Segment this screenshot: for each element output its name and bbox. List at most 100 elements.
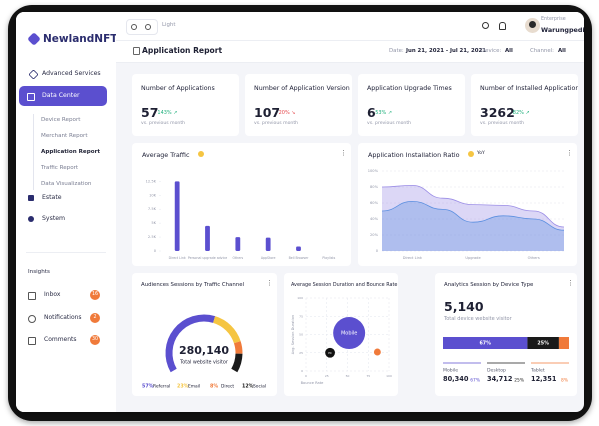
stat-note: vs. previous month <box>254 121 299 126</box>
y-tick-label: 0 <box>301 369 303 373</box>
section-title: Insights <box>28 269 50 275</box>
gauge-segment <box>231 353 243 373</box>
stat-value: 3262 <box>480 105 515 120</box>
info-icon <box>198 151 204 157</box>
nav-item[interactable]: Comments <box>44 336 77 343</box>
sub-item[interactable]: Device Report <box>41 117 81 123</box>
stat-title: Number of Application Version <box>254 85 350 92</box>
menu-icon[interactable]: ⋮ <box>340 149 347 157</box>
device-share: 67% <box>470 378 480 384</box>
user-name[interactable]: Warungpedia <box>541 26 584 34</box>
card-title: Application Installation Ratio <box>368 151 460 159</box>
bubble-label: Mobile <box>341 331 357 337</box>
search-icon[interactable] <box>482 22 489 29</box>
nav-icon <box>28 69 39 80</box>
legend-label: Social <box>253 384 266 390</box>
info-icon <box>468 151 474 157</box>
stat-card: Number of Application Version 107 20% ↘ vs.… <box>245 74 352 136</box>
channel-filter[interactable]: All <box>558 48 566 54</box>
stat-title: Number of Installed Application <box>480 85 578 92</box>
y-tick-label: 100% <box>368 169 379 173</box>
avatar[interactable] <box>525 18 540 33</box>
card-title: Analytics Session by Device Type <box>444 282 534 288</box>
total-label: Total device website visitor <box>444 316 512 322</box>
nav-item[interactable]: Inbox <box>44 291 61 298</box>
device-filter[interactable]: All <box>505 48 513 54</box>
menu-icon[interactable]: ⋮ <box>566 149 573 157</box>
legend-value: 12% <box>242 384 254 390</box>
sub-item[interactable]: Merchant Report <box>41 133 88 139</box>
x-tick-label: Personal upgrade advice <box>188 256 227 260</box>
bar-segment <box>443 337 528 349</box>
legend-label: Email <box>188 384 200 390</box>
y-tick-label: 50 <box>299 333 303 337</box>
bubble-chart: 0 25 50 75 100 0 25 50 75 100 Bounce Rate Avg. Sess… <box>291 296 392 385</box>
sub-item[interactable]: Traffic Report <box>41 165 79 171</box>
nav-item[interactable]: Estate <box>42 194 62 201</box>
area-chart: 0 20% 40% 60% 80% 100% Direct Link Upgrade Other… <box>368 169 565 260</box>
sub-item[interactable]: Application Report <box>41 149 101 155</box>
x-tick-label: Upgrade <box>465 256 481 260</box>
stat-card: Number of Applications 57 143% ↗ vs. previo… <box>132 74 239 136</box>
bar-segment <box>558 337 569 349</box>
legend-value: 23% <box>177 384 189 390</box>
segment-label: 25% <box>537 341 549 347</box>
menu-icon[interactable]: ⋮ <box>567 279 574 287</box>
stat-card: Application Upgrade Times 6 53% ↗ vs. previ… <box>358 74 465 136</box>
y-tick-label: 0 <box>154 249 157 253</box>
search[interactable]: Light <box>162 22 176 28</box>
x-tick-label: 75 <box>366 374 370 378</box>
nav-item[interactable]: Advanced Services <box>42 70 101 77</box>
x-tick-label: AppStore <box>261 256 276 260</box>
bubble <box>373 348 381 356</box>
bubble <box>333 317 366 350</box>
y-tick-label: 75 <box>299 314 303 318</box>
ratio-card: Application Installation Ratio YoY ⋮ 0 20… <box>358 143 577 266</box>
menu-icon[interactable]: ⋮ <box>266 279 273 287</box>
device-count: 80,340 <box>443 375 469 383</box>
x-tick-label: Direct Link <box>403 256 423 260</box>
y-tick-label: 0 <box>376 249 379 253</box>
logo-icon <box>27 32 41 46</box>
device-share: 8% <box>561 378 568 384</box>
device-count: 12,351 <box>531 375 557 383</box>
user-role: Enterprise <box>541 17 566 22</box>
x-tick-label: Direct Link <box>169 256 186 260</box>
bell-icon[interactable] <box>499 22 506 30</box>
badge: YoY <box>477 151 485 156</box>
logo: NewlandNFT <box>43 33 118 45</box>
x-tick-label: Others <box>528 256 540 260</box>
stat-change: 53% ↗ <box>375 110 393 116</box>
x-tick-label: 50 <box>346 374 350 378</box>
legend-value: 57% <box>142 384 154 390</box>
gauge-chart: 280,140 Total website visitor 57% Referral 2… <box>142 314 266 390</box>
legend-value: 8% <box>210 384 218 390</box>
date-filter[interactable]: Jun 21, 2021 - Jul 21, 2021 <box>406 48 486 54</box>
y-axis-label: Avg. Session Duration <box>291 315 295 354</box>
sessions-card: Average Session Duration and Bounce Rate… <box>284 273 398 396</box>
bar <box>296 246 301 251</box>
bar-chart: 0 2.5K 5K 7.5K 10K 12.5K Direct Link Personal u… <box>146 179 336 260</box>
sub-item[interactable]: Data Visualization <box>41 181 92 187</box>
stat-title: Application Upgrade Times <box>367 85 452 92</box>
stat-value: 6 <box>367 105 376 120</box>
device-share: 25% <box>514 378 524 384</box>
y-tick-label: 2.5K <box>148 235 157 239</box>
nav-item[interactable]: Data Center <box>42 92 80 99</box>
card-title: Audiences Sessions by Traffic Channel <box>141 282 245 288</box>
stat-change: 143% ↗ <box>157 110 178 116</box>
nav-item[interactable]: System <box>42 215 66 222</box>
bar <box>205 225 210 251</box>
total-label: Total website visitor <box>179 360 228 366</box>
nav-active[interactable] <box>19 86 107 106</box>
icon <box>133 47 140 55</box>
y-tick-label: 40% <box>370 217 379 221</box>
traffic-card: Average Traffic ⋮ 0 2.5K 5K 7.5K 10K 12.5K Dir… <box>132 143 351 266</box>
stat-title: Number of Applications <box>141 85 215 92</box>
y-tick-label: 7.5K <box>148 207 157 211</box>
toggle[interactable] <box>126 19 158 35</box>
stat-value: 107 <box>254 105 281 120</box>
stat-change: 20% ↘ <box>278 110 296 116</box>
nav-item[interactable]: Notifications <box>44 313 82 321</box>
